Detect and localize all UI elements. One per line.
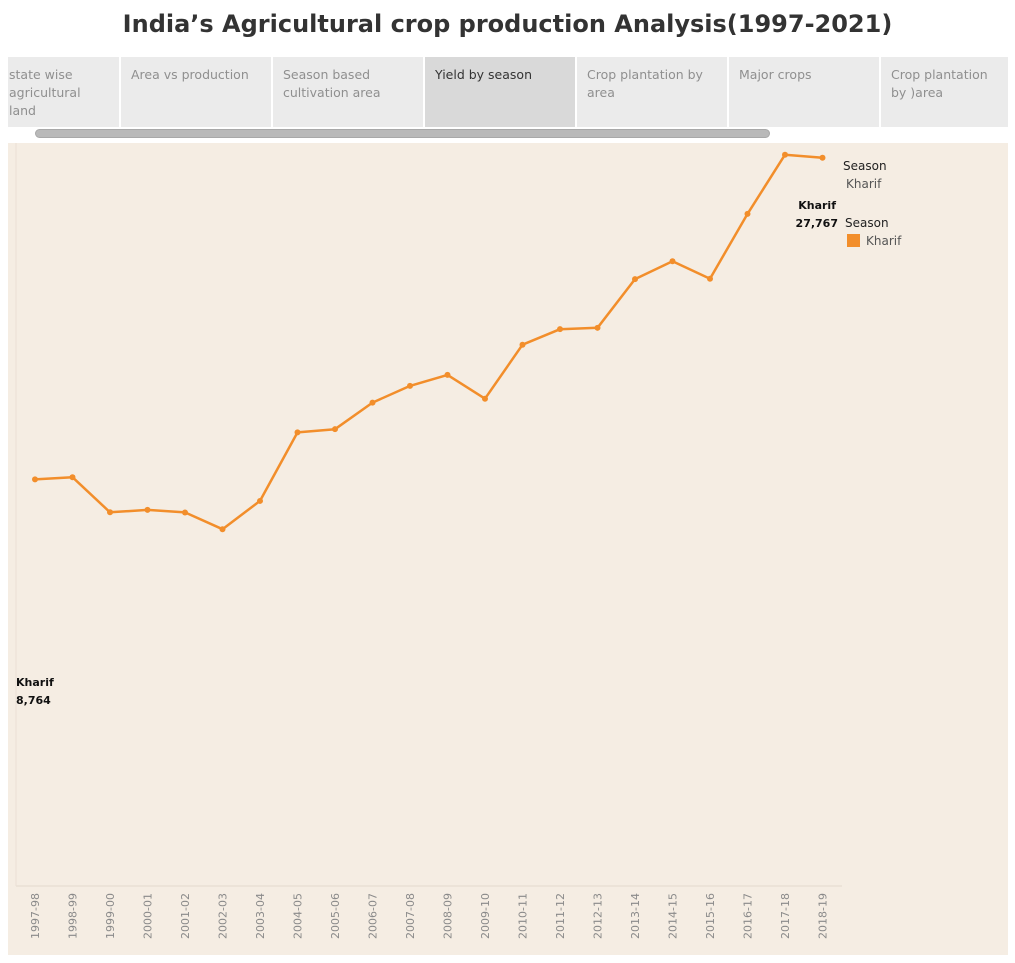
x-tick-label: 2007-08	[404, 893, 417, 939]
x-tick-label: 2015-16	[704, 893, 717, 939]
x-tick-label: 2004-05	[292, 893, 305, 939]
data-point-2005-06[interactable]	[332, 426, 338, 433]
x-tick-label: 2014-15	[667, 893, 680, 939]
filter-value[interactable]: Kharif	[846, 177, 882, 191]
tab-major-crops[interactable]: Major crops	[729, 57, 879, 127]
chart-panel: Season Kharif Season Kharif	[8, 143, 1008, 955]
x-tick-label: 2013-14	[629, 893, 642, 939]
x-tick-label: 2011-12	[554, 893, 567, 939]
x-tick-label: 1998-99	[67, 893, 80, 939]
x-tick-label: 2000-01	[142, 893, 155, 939]
filter-title: Season	[843, 159, 887, 173]
data-point-1998-99[interactable]	[69, 474, 76, 481]
data-point-2009-10[interactable]	[482, 395, 488, 402]
x-tick-label: 2017-18	[779, 893, 792, 939]
tab-area-vs-production[interactable]: Area vs production	[121, 57, 271, 127]
tab-state-wise-agricultural-land[interactable]: state wise agricultural land	[8, 57, 119, 127]
data-point-2004-05[interactable]	[294, 429, 301, 436]
tab-scrollbar[interactable]	[35, 129, 770, 138]
x-tick-label: 2010-11	[517, 893, 530, 939]
color-legend-title: Season	[845, 216, 889, 230]
data-point-2018-19[interactable]	[819, 154, 826, 161]
x-tick-label: 2006-07	[367, 893, 380, 939]
end-label-series: Kharif	[798, 199, 836, 212]
data-point-2010-11[interactable]	[519, 341, 526, 348]
data-point-2017-18[interactable]	[782, 151, 788, 158]
data-point-2012-13[interactable]	[594, 324, 601, 331]
data-point-2002-03[interactable]	[219, 526, 226, 533]
x-tick-label: 2009-10	[479, 893, 492, 939]
story-tab-bar: state wise agricultural land Area vs pro…	[8, 57, 1008, 127]
x-tick-label: 2003-04	[254, 893, 267, 939]
tab-season-based-cultivation-area[interactable]: Season based cultivation area	[273, 57, 423, 127]
tab-crop-plantation-by-area-2[interactable]: Crop plantation by )area	[881, 57, 1008, 127]
end-label-value: 27,767	[796, 217, 838, 230]
x-tick-label: 1999-00	[104, 893, 117, 939]
start-label-value: 8,764	[16, 694, 51, 707]
data-point-2007-08[interactable]	[407, 382, 413, 389]
data-point-2003-04[interactable]	[257, 497, 263, 504]
data-point-1997-98[interactable]	[32, 476, 38, 483]
x-tick-label: 2002-03	[217, 893, 230, 939]
data-point-2016-17[interactable]	[744, 210, 751, 217]
dashboard-title: India’s Agricultural crop production Ana…	[122, 10, 893, 38]
data-point-2011-12[interactable]	[557, 326, 563, 333]
x-tick-label: 2016-17	[742, 893, 755, 939]
data-point-2013-14[interactable]	[632, 276, 638, 283]
data-point-2015-16[interactable]	[707, 275, 713, 282]
x-tick-label: 2001-02	[179, 893, 192, 939]
x-tick-label: 1997-98	[29, 893, 42, 939]
legend-swatch	[847, 234, 860, 247]
x-tick-label: 2005-06	[329, 893, 342, 939]
legend-item-kharif[interactable]: Kharif	[866, 234, 902, 248]
data-point-2000-01[interactable]	[144, 506, 151, 513]
x-tick-label: 2008-09	[442, 893, 455, 939]
tab-crop-plantation-by-area[interactable]: Crop plantation by area	[577, 57, 727, 127]
start-label-series: Kharif	[16, 676, 54, 689]
x-tick-label: 2018-19	[817, 893, 830, 939]
data-point-2014-15[interactable]	[669, 258, 676, 265]
x-tick-label: 2012-13	[592, 893, 605, 939]
data-point-2001-02[interactable]	[182, 509, 188, 516]
data-point-2006-07[interactable]	[369, 399, 376, 406]
tab-yield-by-season[interactable]: Yield by season	[425, 57, 575, 127]
series-line-kharif	[34, 153, 823, 531]
data-point-2008-09[interactable]	[444, 371, 451, 378]
data-point-1999-00[interactable]	[107, 509, 113, 516]
